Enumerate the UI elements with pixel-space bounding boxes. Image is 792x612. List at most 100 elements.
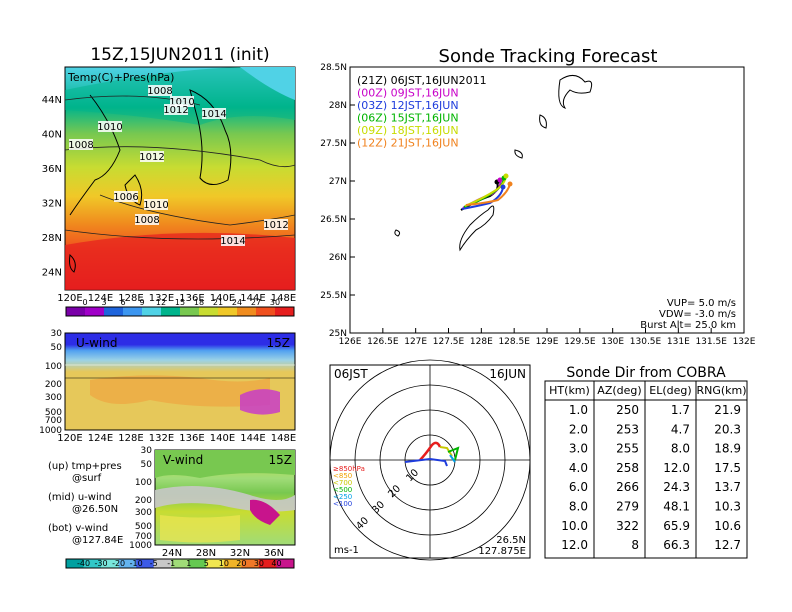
lat-tick-label: 24N bbox=[42, 268, 62, 279]
colorbar-tick-label: 20 bbox=[236, 559, 246, 568]
lat-tick-label: 25.5N bbox=[320, 291, 347, 301]
table-cell: 48.1 bbox=[663, 500, 690, 514]
polar-lon: 127.875E bbox=[478, 546, 526, 557]
isobar-label: 1008 bbox=[147, 86, 172, 97]
colorbar-swatch bbox=[258, 559, 277, 568]
table-cell: 3.0 bbox=[569, 442, 588, 456]
isobar-label-bg bbox=[98, 121, 122, 132]
colorbar-tick-label: 10 bbox=[219, 559, 229, 568]
pressure-tick-label: 100 bbox=[135, 478, 152, 488]
isobar-label-bg bbox=[140, 151, 164, 162]
lon-tick-label: 131E bbox=[667, 337, 690, 347]
pressure-tick-label: 500 bbox=[45, 408, 62, 418]
lon-tick-label: 144E bbox=[240, 293, 265, 304]
lon-tick-label: 148E bbox=[271, 433, 296, 444]
burst-text: Burst Alt= 25.0 km bbox=[640, 320, 736, 331]
lat-tick-label: 44N bbox=[42, 95, 62, 106]
note-mid: (mid) u-wind bbox=[48, 492, 111, 503]
note-mid-2: @26.50N bbox=[72, 504, 118, 515]
note-up-2: @surf bbox=[72, 473, 102, 484]
colorbar-swatch bbox=[118, 559, 137, 568]
table-header-cell: EL(deg) bbox=[649, 384, 691, 397]
pressure-tick-label: 50 bbox=[141, 460, 153, 470]
lon-tick-label: 128E bbox=[118, 433, 143, 444]
table-cell: 21.9 bbox=[714, 403, 741, 417]
lon-tick-label: 136E bbox=[179, 293, 204, 304]
table-cell: 1.7 bbox=[671, 403, 690, 417]
table-cell: 322 bbox=[616, 519, 639, 533]
lon-tick-label: 130E bbox=[601, 337, 624, 347]
v-wind-label: V-wind bbox=[163, 453, 203, 467]
lon-tick-label: 127E bbox=[404, 337, 427, 347]
temp-map-plot: Temp(C)+Pres(hPa) 1008101010121010101410… bbox=[64, 66, 296, 291]
colorbar-tick-label: -20 bbox=[112, 559, 125, 568]
polar-plot: 06JST 16JUN ms-1 26.5N 127.875E 10203040… bbox=[329, 359, 531, 561]
tracking-legend-item: (03Z) 12JST,16JUN bbox=[357, 99, 459, 112]
burst-point bbox=[497, 177, 503, 183]
tracking-legend-item: (06Z) 15JST,16JUN bbox=[357, 112, 459, 125]
isobar-label: 1010 bbox=[143, 200, 168, 211]
colorbar-tick-label: 27 bbox=[251, 298, 261, 307]
burst-point bbox=[500, 184, 506, 190]
colorbar-swatch bbox=[66, 307, 86, 316]
tracking-legend-item: (00Z) 09JST,16JUN bbox=[357, 87, 459, 100]
lat-tick-label: 26.5N bbox=[320, 215, 347, 225]
lon-tick-label: 132E bbox=[733, 337, 756, 347]
isobar-label: 1010 bbox=[97, 122, 122, 133]
pressure-tick-label: 500 bbox=[135, 522, 152, 532]
colorbar-swatch bbox=[218, 307, 238, 316]
table-cell: 12.0 bbox=[561, 538, 588, 552]
tracking-legend-item: (09Z) 18JST,16JUN bbox=[357, 124, 459, 137]
v-wind-plot: V-wind 15Z bbox=[154, 449, 296, 546]
pressure-tick-label: 100 bbox=[45, 362, 62, 372]
sonde-track-09z bbox=[464, 175, 507, 207]
lat-tick-label: 32N bbox=[230, 548, 250, 559]
table-cell: 258 bbox=[616, 461, 639, 475]
sonde-track-03z bbox=[461, 186, 504, 210]
colorbar-swatch bbox=[101, 559, 120, 568]
pressure-tick-label: 50 bbox=[51, 343, 63, 353]
table-cell: 65.9 bbox=[663, 519, 690, 533]
lon-tick-label: 127.5E bbox=[433, 337, 465, 347]
isobar-label-bg bbox=[69, 139, 93, 150]
colorbar-swatch bbox=[199, 307, 219, 316]
table-cell: 10.6 bbox=[714, 519, 741, 533]
lon-tick-label: 128E bbox=[118, 293, 143, 304]
colorbar-tick-label: 24 bbox=[232, 298, 242, 307]
tracking-map-frame bbox=[349, 66, 745, 334]
vup-text: VUP= 5.0 m/s bbox=[667, 298, 736, 309]
isobar-label-bg bbox=[148, 85, 172, 96]
colorbar-swatch bbox=[171, 559, 190, 568]
u-wind-time: 15Z bbox=[267, 336, 291, 350]
table-title: Sonde Dir from COBRA bbox=[566, 365, 726, 381]
colorbar-swatch bbox=[123, 307, 143, 316]
colorbar-tick-label: 30 bbox=[254, 559, 264, 568]
isobar-label: 1010 bbox=[169, 97, 194, 108]
colorbar-tick-label: 9 bbox=[139, 298, 144, 307]
lon-tick-label: 126.5E bbox=[367, 337, 399, 347]
table-frame bbox=[544, 380, 748, 559]
lon-tick-label: 130.5E bbox=[630, 337, 662, 347]
isobar-label-bg bbox=[164, 104, 188, 115]
lon-tick-label: 124E bbox=[88, 433, 113, 444]
table-cell: 8.0 bbox=[671, 442, 690, 456]
table-cell: 12.7 bbox=[714, 538, 741, 552]
lat-tick-label: 27N bbox=[329, 177, 347, 187]
isobar-label: 1012 bbox=[163, 105, 188, 116]
table-header-cell: HT(km) bbox=[549, 384, 590, 397]
colorbar-swatch bbox=[188, 559, 207, 568]
u-wind-plot: U-wind 15Z bbox=[64, 332, 296, 431]
pressure-tick-label: 200 bbox=[135, 496, 152, 506]
lat-tick-label: 32N bbox=[42, 199, 62, 210]
colorbar-swatch bbox=[223, 559, 242, 568]
lon-tick-label: 131.5E bbox=[695, 337, 727, 347]
table-cell: 255 bbox=[616, 442, 639, 456]
pressure-tick-label: 700 bbox=[45, 416, 62, 426]
lat-tick-label: 36N bbox=[42, 164, 62, 175]
burst-point bbox=[507, 181, 513, 187]
lat-tick-label: 40N bbox=[42, 130, 62, 141]
colorbar-swatch bbox=[241, 559, 260, 568]
table-cell: 12.0 bbox=[663, 461, 690, 475]
lon-tick-label: 132E bbox=[149, 293, 174, 304]
